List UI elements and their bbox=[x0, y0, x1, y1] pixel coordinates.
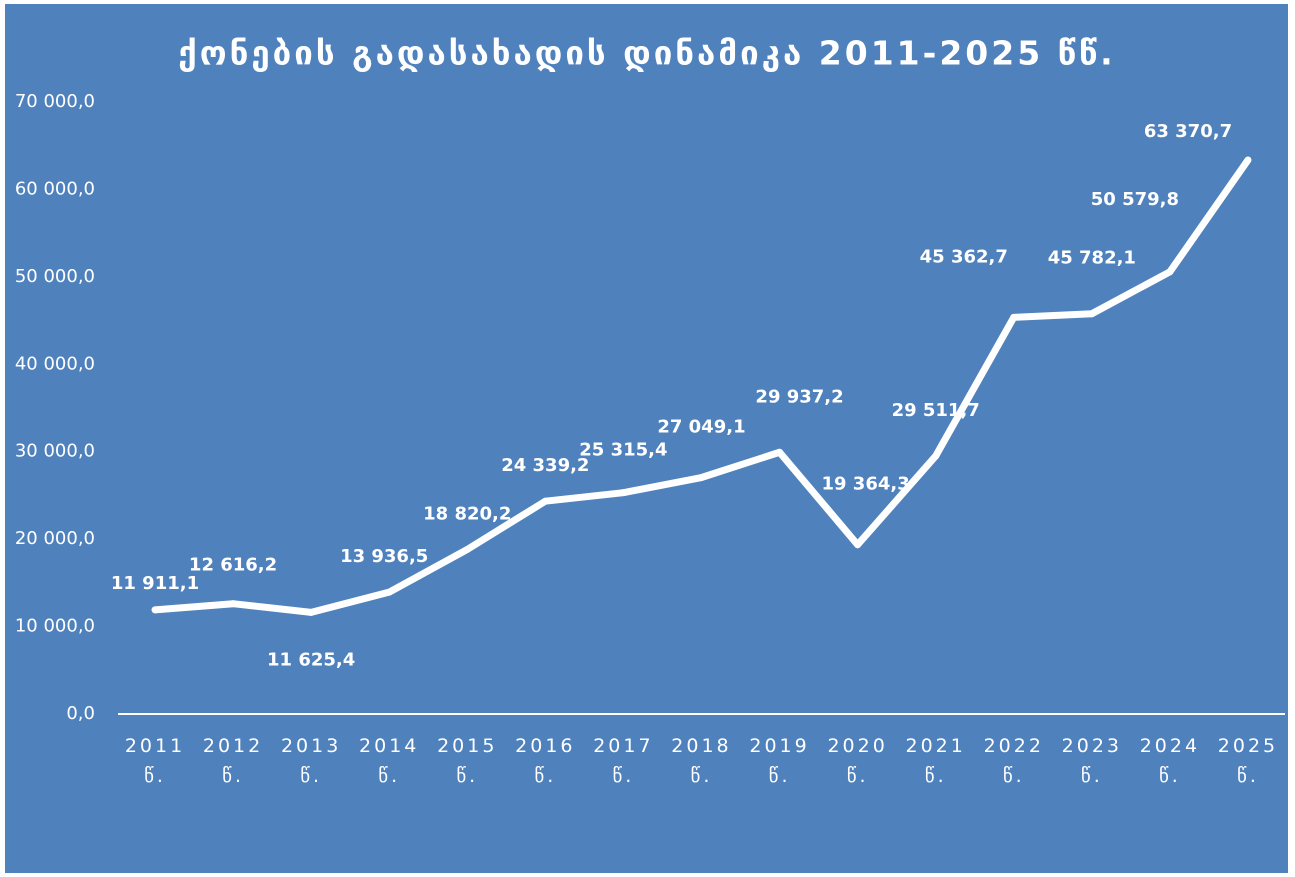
data-label: 19 364,3 bbox=[821, 474, 909, 495]
data-label: 11 911,1 bbox=[111, 573, 199, 594]
data-label: 45 782,1 bbox=[1048, 248, 1136, 269]
x-tick-label: 2016 წ. bbox=[515, 735, 576, 787]
chart-title: ქონების გადასახადის დინამიკა 2011-2025 წ… bbox=[178, 34, 1115, 73]
point bbox=[854, 541, 862, 549]
point bbox=[1088, 310, 1096, 318]
data-label: 50 579,8 bbox=[1091, 189, 1179, 210]
point bbox=[385, 588, 393, 596]
background bbox=[5, 4, 1288, 873]
point bbox=[541, 497, 549, 505]
y-tick-label: 50 000,0 bbox=[15, 266, 95, 287]
x-tick-label: 2020 წ. bbox=[827, 735, 888, 787]
x-tick-label: 2012 წ. bbox=[202, 735, 264, 787]
point bbox=[697, 474, 705, 482]
point bbox=[776, 448, 784, 456]
y-tick-label: 0,0 bbox=[66, 703, 95, 724]
y-tick-label: 10 000,0 bbox=[15, 616, 95, 637]
point bbox=[932, 452, 940, 460]
x-tick-label: 2021 წ. bbox=[905, 735, 966, 787]
data-label: 24 339,2 bbox=[501, 455, 589, 476]
x-tick-label: 2022 წ. bbox=[983, 735, 1044, 787]
data-label: 12 616,2 bbox=[189, 555, 277, 576]
point bbox=[229, 600, 237, 608]
x-tick-label: 2011 წ. bbox=[124, 735, 186, 787]
x-tick-label: 2019 წ. bbox=[749, 735, 810, 787]
x-tick-label: 2013 წ. bbox=[280, 735, 342, 787]
x-tick-label: 2018 წ. bbox=[671, 735, 732, 787]
data-label: 45 362,7 bbox=[920, 246, 1008, 267]
point bbox=[1010, 313, 1018, 321]
point bbox=[463, 545, 471, 553]
y-tick-label: 30 000,0 bbox=[15, 441, 95, 462]
y-tick-label: 40 000,0 bbox=[15, 353, 95, 374]
data-label: 63 370,7 bbox=[1144, 121, 1232, 142]
x-tick-label: 2024 წ. bbox=[1139, 735, 1201, 787]
data-label: 13 936,5 bbox=[340, 546, 428, 567]
point bbox=[1244, 156, 1252, 164]
point bbox=[619, 489, 627, 497]
data-label: 11 625,4 bbox=[267, 649, 355, 670]
x-tick-label: 2023 წ. bbox=[1061, 735, 1122, 787]
data-label: 27 049,1 bbox=[657, 417, 745, 438]
y-tick-label: 20 000,0 bbox=[15, 528, 95, 549]
x-tick-label: 2025 წ. bbox=[1217, 735, 1279, 787]
point bbox=[151, 606, 159, 614]
data-label: 29 511,7 bbox=[892, 400, 980, 421]
point bbox=[307, 608, 315, 616]
x-tick-label: 2015 წ. bbox=[437, 735, 498, 787]
data-label: 18 820,2 bbox=[423, 503, 511, 524]
y-tick-label: 60 000,0 bbox=[15, 178, 95, 199]
point bbox=[1166, 268, 1174, 276]
y-tick-label: 70 000,0 bbox=[15, 91, 95, 112]
x-tick-label: 2017 წ. bbox=[593, 735, 654, 787]
data-label: 25 315,4 bbox=[579, 440, 667, 461]
data-label: 29 937,2 bbox=[755, 386, 843, 407]
x-tick-label: 2014 წ. bbox=[359, 735, 420, 787]
